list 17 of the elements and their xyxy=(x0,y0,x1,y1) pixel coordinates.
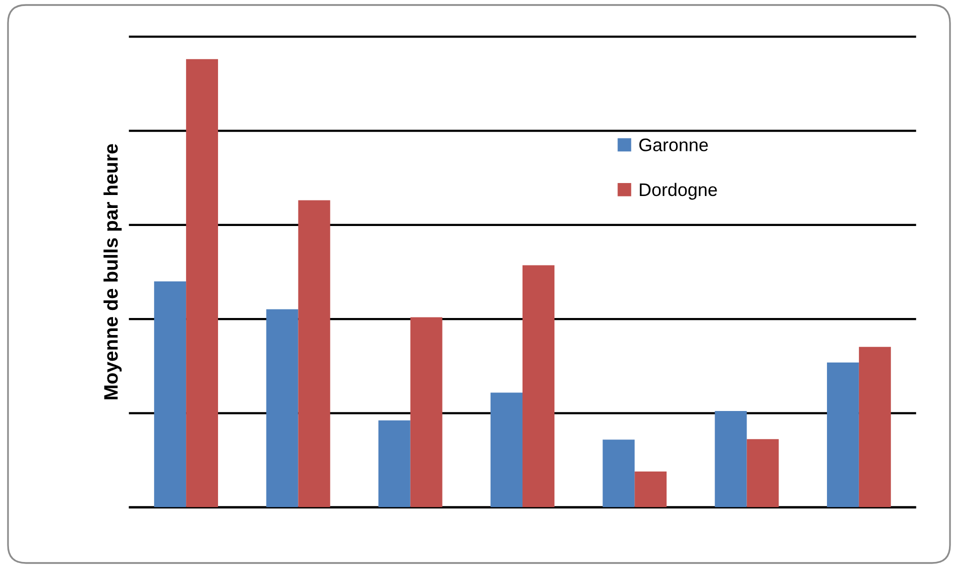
y-axis-title: Moyenne de bulls par heure xyxy=(104,144,122,400)
bar xyxy=(826,362,859,508)
bar xyxy=(746,439,779,508)
legend-label: Garonne xyxy=(639,138,708,152)
bar xyxy=(602,440,635,508)
bar xyxy=(266,309,298,508)
bar xyxy=(154,281,186,508)
bar xyxy=(522,265,554,508)
legend-label: Dordogne xyxy=(640,182,717,200)
bar xyxy=(410,317,442,508)
bar xyxy=(634,471,667,508)
bar xyxy=(490,392,522,508)
bar xyxy=(714,410,747,508)
bar xyxy=(858,346,891,508)
bar xyxy=(186,59,218,508)
bar xyxy=(378,420,410,508)
bar xyxy=(298,200,330,508)
